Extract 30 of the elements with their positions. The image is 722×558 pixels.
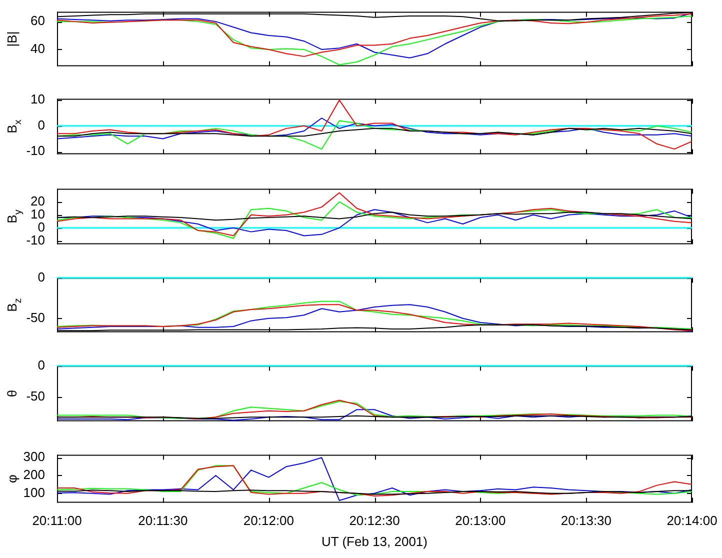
y-tick-label: 0 — [38, 357, 45, 372]
y-axis-title: φ — [4, 474, 20, 484]
x-tick-label: 20:12:30 — [349, 513, 400, 528]
y-tick-label: -10 — [26, 143, 45, 158]
y-tick-label: 100 — [23, 484, 45, 500]
y-tick-label: -50 — [26, 388, 45, 404]
y-axis-title: By — [4, 210, 24, 224]
y-tick-label: 0 — [38, 269, 45, 284]
y-axis-title: θ — [4, 390, 20, 398]
x-tick-label: 20:11:00 — [32, 513, 82, 528]
y-tick-label: 0 — [38, 219, 45, 234]
y-tick-label: -50 — [26, 310, 45, 325]
y-tick-label: 10 — [30, 92, 45, 107]
x-tick-label: 20:12:00 — [243, 513, 294, 528]
y-tick-label: 300 — [23, 449, 45, 464]
y-axis-title: Bz — [4, 298, 24, 312]
x-axis-title: UT (Feb 13, 2001) — [322, 534, 428, 549]
y-tick-label: 10 — [30, 206, 45, 222]
y-axis-title: Bx — [4, 120, 24, 134]
x-tick-label: 20:11:30 — [138, 513, 188, 528]
y-axis-title: |B| — [4, 31, 20, 47]
y-tick-label: 0 — [38, 117, 45, 132]
y-tick-label: 40 — [30, 41, 45, 56]
y-tick-label: 200 — [23, 467, 45, 482]
y-tick-label: 20 — [30, 193, 45, 208]
x-tick-label: 20:13:30 — [560, 513, 612, 528]
y-tick-label: 60 — [30, 13, 45, 28]
x-tick-label: 20:14:00 — [666, 513, 718, 528]
y-tick-label: -10 — [26, 232, 45, 248]
x-tick-label: 20:13:00 — [455, 513, 506, 528]
